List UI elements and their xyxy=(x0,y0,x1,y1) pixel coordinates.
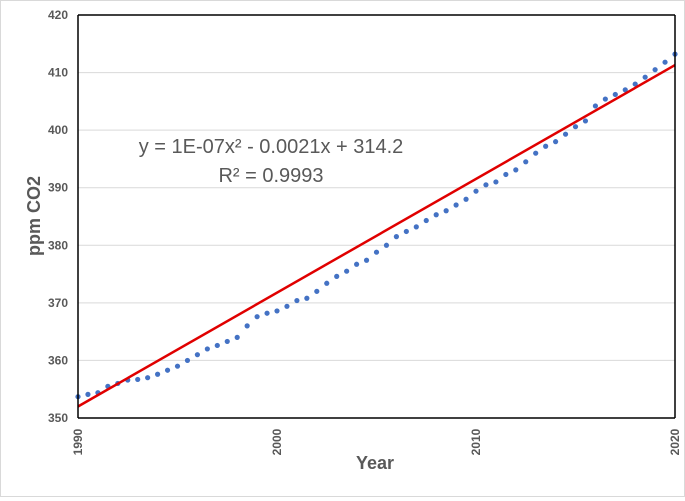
data-point xyxy=(503,171,509,178)
data-point xyxy=(194,352,200,358)
data-point xyxy=(533,150,539,156)
data-point xyxy=(373,249,380,255)
data-point xyxy=(383,242,390,248)
data-point xyxy=(244,323,250,329)
gridlines xyxy=(78,14,675,361)
data-point xyxy=(174,363,181,369)
y-tick-370: 370 xyxy=(48,296,68,310)
data-point xyxy=(612,91,618,98)
data-point xyxy=(433,212,439,218)
data-point xyxy=(284,303,290,309)
data-point xyxy=(184,357,191,364)
data-point xyxy=(562,131,569,137)
data-point xyxy=(334,273,340,279)
data-point xyxy=(204,346,210,352)
data-point xyxy=(652,67,658,73)
y-tick-380: 380 xyxy=(48,238,68,252)
data-point xyxy=(453,202,459,208)
data-point xyxy=(135,376,141,383)
data-point xyxy=(513,167,519,173)
data-point xyxy=(553,139,559,145)
trendline-equation: y = 1E-07x² - 0.0021x + 314.2 xyxy=(139,136,404,158)
data-point xyxy=(622,87,628,93)
data-point xyxy=(145,375,151,381)
data-point xyxy=(314,288,320,294)
data-point xyxy=(294,297,300,304)
data-point xyxy=(523,159,529,165)
data-point xyxy=(164,367,171,373)
data-point xyxy=(493,179,499,185)
data-point xyxy=(274,308,280,314)
data-point xyxy=(324,280,330,286)
data-point xyxy=(602,96,608,102)
y-tick-350: 350 xyxy=(48,411,68,425)
y-tick-400: 400 xyxy=(48,123,68,137)
r-squared-label: R² = 0.9993 xyxy=(218,165,323,187)
data-point xyxy=(642,74,648,80)
data-point xyxy=(632,81,638,87)
data-point xyxy=(304,295,310,301)
data-point xyxy=(543,143,549,149)
data-point xyxy=(592,103,599,109)
x-tick-2020: 2020 xyxy=(668,428,682,455)
data-point xyxy=(155,371,161,377)
data-point xyxy=(582,118,589,124)
x-tick-labels: 1990 2000 2010 2020 xyxy=(71,428,682,455)
data-point xyxy=(85,391,91,397)
x-tick-1990: 1990 xyxy=(71,428,85,455)
data-point xyxy=(463,196,469,202)
trendline xyxy=(77,64,676,408)
axes xyxy=(77,14,676,419)
data-point xyxy=(234,334,240,340)
y-tick-410: 410 xyxy=(48,66,68,80)
data-point xyxy=(393,234,399,240)
x-axis-title: Year xyxy=(356,453,394,473)
data-point xyxy=(254,314,260,320)
data-points xyxy=(75,51,678,400)
y-axis-title: ppm CO2 xyxy=(24,176,44,256)
data-point xyxy=(363,257,370,263)
data-point xyxy=(443,208,449,214)
y-tick-390: 390 xyxy=(48,181,68,195)
data-point xyxy=(413,224,419,230)
data-point xyxy=(662,59,668,65)
y-tick-420: 420 xyxy=(48,8,68,22)
data-point xyxy=(403,228,409,235)
x-tick-2010: 2010 xyxy=(469,428,483,455)
trendline-group xyxy=(77,64,676,408)
data-point xyxy=(572,124,579,130)
y-tick-labels: 350 360 370 380 390 400 410 420 xyxy=(48,8,68,425)
data-point xyxy=(473,188,479,194)
data-point xyxy=(224,338,230,345)
data-point xyxy=(214,342,220,349)
data-point xyxy=(264,310,270,316)
data-point xyxy=(354,261,360,267)
data-point xyxy=(483,182,489,188)
data-point xyxy=(344,268,350,274)
data-point xyxy=(423,217,429,224)
y-tick-360: 360 xyxy=(48,353,68,367)
x-tick-2000: 2000 xyxy=(270,428,284,455)
